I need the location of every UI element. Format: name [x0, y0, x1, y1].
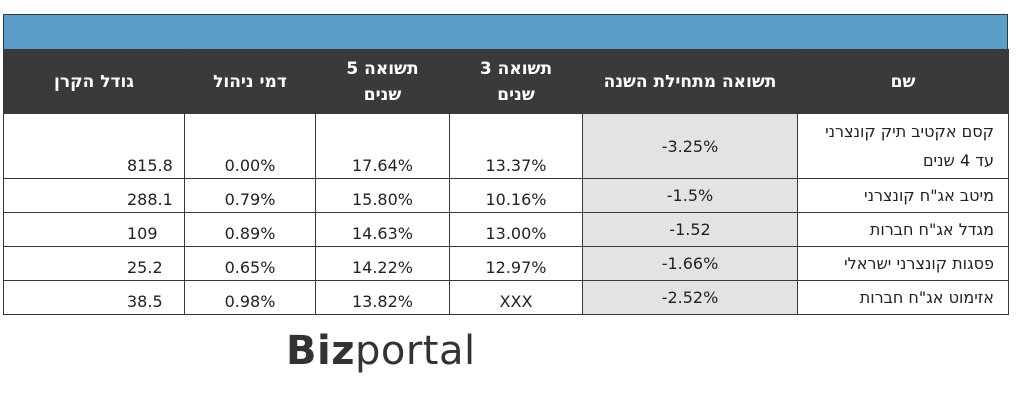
management-fee-cell: 0.00%	[184, 113, 316, 179]
ytd-return-cell: -2.52%	[582, 280, 798, 315]
return-3yr-cell: 12.97%	[449, 246, 583, 281]
return-3yr-cell: 13.00%	[449, 212, 583, 247]
fund-size-cell: 815.8	[3, 113, 185, 179]
management-fee-cell: 0.65%	[184, 246, 316, 281]
ytd-return-cell: -3.25%	[582, 113, 798, 179]
header-3yr-return: תשואה 3 שנים	[449, 49, 583, 114]
fund-name-cell: מיטב אג"ח קונצרני	[797, 178, 1009, 213]
return-5yr-cell: 13.82%	[315, 280, 450, 315]
bizportal-logo: Bizportal	[286, 329, 476, 373]
fund-name-line1: קסם אקטיב תיק קונצרני	[825, 122, 994, 141]
fund-name-cell: קסם אקטיב תיק קונצרני עד 4 שנים	[797, 113, 1009, 179]
fund-name-cell: מגדל אג"ח חברות	[797, 212, 1009, 247]
header-3yr-line1: תשואה 3	[479, 58, 553, 79]
header-name: שם	[797, 49, 1009, 114]
management-fee-cell: 0.98%	[184, 280, 316, 315]
table-row: מיטב אג"ח קונצרני -1.5% 10.16% 15.80% 0.…	[3, 178, 1009, 213]
return-5yr-cell: 15.80%	[315, 178, 450, 213]
ytd-return-cell: -1.66%	[582, 246, 798, 281]
fund-name-cell: אזימוט אג"ח חברות	[797, 280, 1009, 315]
table-row: פסגות קונצרני ישראלי -1.66% 12.97% 14.22…	[3, 246, 1009, 281]
header-fund-size: גודל הקרן	[3, 49, 185, 114]
return-5yr-cell: 14.63%	[315, 212, 450, 247]
logo-portal-text: portal	[354, 328, 476, 374]
return-3yr-cell: XXX	[449, 280, 583, 315]
return-3yr-cell: 13.37%	[449, 113, 583, 179]
return-5yr-cell: 14.22%	[315, 246, 450, 281]
fund-name-line2: עד 4 שנים	[922, 151, 994, 170]
table-row: אזימוט אג"ח חברות -2.52% XXX 13.82% 0.98…	[3, 280, 1009, 315]
logo-biz-text: Biz	[286, 328, 355, 374]
table-header-row: שם תשואה מתחילת השנה תשואה 3 שנים תשואה …	[3, 49, 1009, 114]
fund-size-cell: 38.5	[3, 280, 185, 315]
header-5yr-return: תשואה 5 שנים	[315, 49, 450, 114]
header-5yr-line2: שנים	[363, 84, 402, 105]
table-banner	[3, 14, 1008, 49]
ytd-return-cell: -1.5%	[582, 178, 798, 213]
header-management-fee: דמי ניהול	[184, 49, 316, 114]
management-fee-cell: 0.89%	[184, 212, 316, 247]
return-3yr-cell: 10.16%	[449, 178, 583, 213]
table-row: מגדל אג"ח חברות -1.52 13.00% 14.63% 0.89…	[3, 212, 1009, 247]
fund-size-cell: 288.1	[3, 178, 185, 213]
table-row: קסם אקטיב תיק קונצרני עד 4 שנים -3.25% 1…	[3, 113, 1009, 179]
header-3yr-line2: שנים	[497, 84, 535, 105]
return-5yr-cell: 17.64%	[315, 113, 450, 179]
returns-table: שם תשואה מתחילת השנה תשואה 3 שנים תשואה …	[3, 49, 1009, 315]
fund-comparison-table: שם תשואה מתחילת השנה תשואה 3 שנים תשואה …	[3, 14, 1009, 315]
fund-name-cell: פסגות קונצרני ישראלי	[797, 246, 1009, 281]
fund-size-cell: 109	[3, 212, 185, 247]
header-5yr-line1: תשואה 5	[346, 58, 419, 79]
management-fee-cell: 0.79%	[184, 178, 316, 213]
fund-size-cell: 25.2	[3, 246, 185, 281]
ytd-return-cell: -1.52	[582, 212, 798, 247]
header-ytd-return: תשואה מתחילת השנה	[582, 49, 798, 114]
